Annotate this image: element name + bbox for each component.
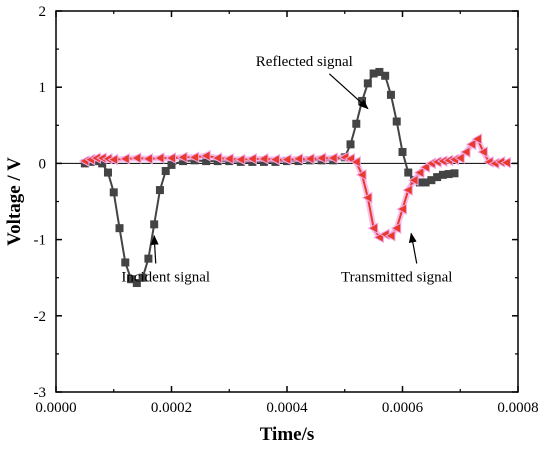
transmitted-point bbox=[384, 229, 396, 242]
y-tick-label: -2 bbox=[34, 309, 47, 325]
y-tick-label: -3 bbox=[34, 385, 47, 401]
incident-reflected-point bbox=[404, 168, 413, 177]
incident-reflected-point bbox=[450, 169, 459, 178]
annotation-arrow bbox=[150, 234, 159, 264]
transmitted-point bbox=[500, 156, 511, 169]
transmitted-point bbox=[367, 222, 379, 235]
incident-reflected-point bbox=[386, 90, 395, 99]
incident-reflected-point bbox=[167, 160, 176, 169]
x-tick-label: 0.0000 bbox=[35, 400, 76, 416]
incident-reflected-point bbox=[444, 170, 453, 179]
transmitted-point bbox=[280, 153, 292, 166]
incident-reflected-point bbox=[202, 157, 211, 166]
incident-reflected-point bbox=[398, 147, 407, 156]
incident-reflected-point bbox=[98, 159, 107, 168]
incident-reflected-point bbox=[421, 178, 430, 187]
x-tick-label: 0.0006 bbox=[382, 400, 424, 416]
transmitted-point bbox=[315, 152, 327, 164]
incident-reflected-point bbox=[381, 71, 390, 80]
transmitted-point bbox=[350, 156, 361, 168]
transmitted-point bbox=[465, 138, 477, 151]
x-tick-label: 0.0008 bbox=[497, 400, 538, 416]
incident-reflected-point bbox=[109, 188, 118, 197]
x-tick-label: 0.0002 bbox=[151, 400, 192, 416]
y-axis-title: Voltage / V bbox=[4, 157, 25, 246]
transmitted-point bbox=[223, 152, 234, 165]
incident-reflected-point bbox=[103, 168, 112, 177]
incident-reflected-point bbox=[132, 279, 141, 288]
transmitted-point bbox=[153, 152, 165, 164]
transmitted-point bbox=[477, 146, 488, 158]
transmitted-point bbox=[246, 152, 257, 165]
transmitted-point bbox=[413, 166, 425, 179]
transmitted-point bbox=[119, 152, 130, 165]
transmitted-point bbox=[419, 161, 431, 174]
annotation-arrow bbox=[328, 73, 369, 110]
incident-signal-label: Incident signal bbox=[121, 270, 210, 286]
transmitted-point bbox=[402, 184, 413, 196]
incident-reflected-point bbox=[138, 273, 147, 282]
incident-reflected-point bbox=[438, 170, 447, 179]
transmitted-point bbox=[454, 152, 465, 164]
annotation-arrow bbox=[408, 232, 418, 264]
transmitted-point bbox=[396, 203, 407, 215]
incident-reflected-point bbox=[127, 275, 136, 284]
transmitted-point bbox=[408, 174, 419, 187]
x-tick-label: 0.0004 bbox=[266, 400, 308, 416]
incident-reflected-point bbox=[352, 119, 361, 128]
incident-reflected-point bbox=[115, 224, 124, 233]
transmitted-point bbox=[356, 168, 367, 181]
y-tick-label: 2 bbox=[39, 4, 47, 20]
incident-reflected-point bbox=[375, 67, 384, 76]
transmitted-point bbox=[234, 153, 246, 166]
incident-reflected-point bbox=[433, 173, 442, 182]
transmitted-point bbox=[211, 152, 223, 164]
series-group bbox=[78, 67, 511, 288]
x-axis-title: Time/s bbox=[260, 424, 315, 445]
incident-reflected-point bbox=[392, 117, 401, 126]
transmitted-point bbox=[390, 222, 402, 235]
transmitted-signal-label: Transmitted signal bbox=[341, 270, 453, 286]
y-tick-label: 0 bbox=[39, 156, 47, 172]
y-tick-label: -1 bbox=[34, 233, 47, 249]
transmitted-point bbox=[177, 151, 188, 164]
transmitted-point bbox=[188, 151, 200, 164]
transmitted-point bbox=[471, 133, 483, 145]
transmitted-point bbox=[361, 191, 373, 204]
transmitted-point bbox=[142, 152, 153, 165]
transmitted-point bbox=[200, 149, 211, 162]
transmitted-point bbox=[107, 153, 119, 166]
transmitted-point bbox=[459, 146, 471, 158]
incident-reflected-point bbox=[369, 69, 378, 78]
incident-reflected-point bbox=[150, 220, 159, 229]
transmitted-point bbox=[304, 152, 315, 165]
ticks-group: 0.0000 0.0002 0.0004 0.0006 0.0008 -3 -2 -1 0 1 2 bbox=[34, 4, 539, 416]
incident-reflected-point bbox=[144, 254, 153, 263]
transmitted-point bbox=[257, 152, 269, 165]
incident-reflected-point bbox=[427, 176, 436, 185]
incident-reflected-point bbox=[415, 178, 424, 187]
incident-reflected-point bbox=[346, 140, 355, 149]
incident-reflected-point bbox=[161, 167, 170, 176]
transmitted-point bbox=[165, 152, 176, 164]
transmitted-point bbox=[292, 152, 304, 165]
incident-reflected-point bbox=[155, 186, 164, 195]
incident-reflected-point bbox=[121, 258, 130, 267]
y-tick-label: 1 bbox=[39, 80, 47, 96]
transmitted-point bbox=[130, 152, 142, 164]
transmitted-point bbox=[327, 152, 338, 164]
incident-reflected-point bbox=[363, 79, 372, 88]
annotations-group: Incident signal Reflected signal Transmitt… bbox=[121, 54, 452, 286]
incident-reflected-point bbox=[179, 157, 188, 166]
reflected-signal-label: Reflected signal bbox=[256, 54, 353, 70]
transmitted-point bbox=[269, 153, 280, 166]
